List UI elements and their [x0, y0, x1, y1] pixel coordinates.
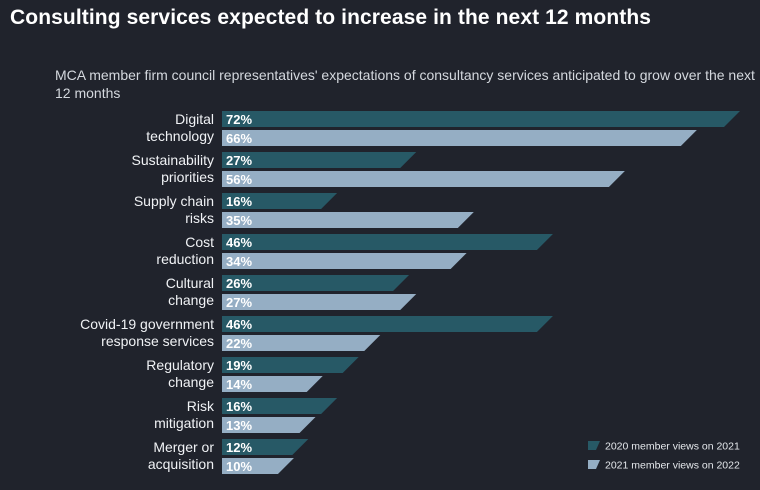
category-label: acquisition	[148, 456, 214, 472]
data-label: 56%	[226, 172, 252, 187]
category-label: Merger or	[153, 439, 214, 455]
category-label: Supply chain	[134, 193, 214, 209]
legend-label: 2020 member views on 2021	[605, 441, 740, 453]
data-label: 13%	[226, 418, 252, 433]
data-label: 34%	[226, 254, 252, 269]
data-label: 26%	[226, 276, 252, 291]
data-label: 35%	[226, 213, 252, 228]
bar-series1	[222, 111, 740, 127]
bar-series1	[222, 398, 338, 414]
category-label: Sustainability	[132, 152, 215, 168]
legend-swatch	[588, 460, 600, 469]
data-label: 10%	[226, 459, 252, 474]
data-label: 16%	[226, 194, 252, 209]
data-label: 46%	[226, 235, 252, 250]
bar-series2	[222, 171, 625, 187]
data-label: 27%	[226, 295, 252, 310]
bar-series1	[222, 439, 309, 455]
data-label: 72%	[226, 112, 252, 127]
category-label: change	[168, 292, 214, 308]
bar-series2	[222, 130, 697, 146]
legend-swatch	[588, 441, 600, 450]
bar-series1	[222, 316, 553, 332]
category-label: risks	[185, 210, 214, 226]
bar-series2	[222, 294, 417, 310]
data-label: 12%	[226, 440, 252, 455]
bar-series1	[222, 193, 338, 209]
category-label: Cost	[185, 234, 214, 250]
bar-series2	[222, 417, 316, 433]
bar-series1	[222, 275, 410, 291]
data-label: 66%	[226, 131, 252, 146]
category-label: Cultural	[166, 275, 214, 291]
category-label: Risk	[187, 398, 215, 414]
category-label: change	[168, 374, 214, 390]
bar-series2	[222, 458, 294, 474]
bar-series1	[222, 234, 553, 250]
category-label: Regulatory	[146, 357, 214, 373]
bar-series2	[222, 253, 467, 269]
category-label: Digital	[175, 111, 214, 127]
data-label: 14%	[226, 377, 252, 392]
category-label: technology	[146, 128, 214, 144]
data-label: 46%	[226, 317, 252, 332]
category-label: response services	[101, 333, 214, 349]
data-label: 27%	[226, 153, 252, 168]
chart-title: Consulting services expected to increase…	[10, 6, 652, 29]
chart-subtitle: MCA member firm council representatives'…	[55, 67, 755, 101]
bar-series2	[222, 335, 381, 351]
bar-series2	[222, 212, 474, 228]
bar-series1	[222, 152, 417, 168]
category-label: priorities	[161, 169, 214, 185]
data-label: 19%	[226, 358, 252, 373]
category-label: mitigation	[154, 415, 214, 431]
legend-label: 2021 member views on 2022	[605, 460, 740, 472]
category-label: reduction	[156, 251, 214, 267]
category-label: Covid-19 government	[80, 316, 214, 332]
data-label: 22%	[226, 336, 252, 351]
data-label: 16%	[226, 399, 252, 414]
bar-series1	[222, 357, 359, 373]
bar-series2	[222, 376, 323, 392]
